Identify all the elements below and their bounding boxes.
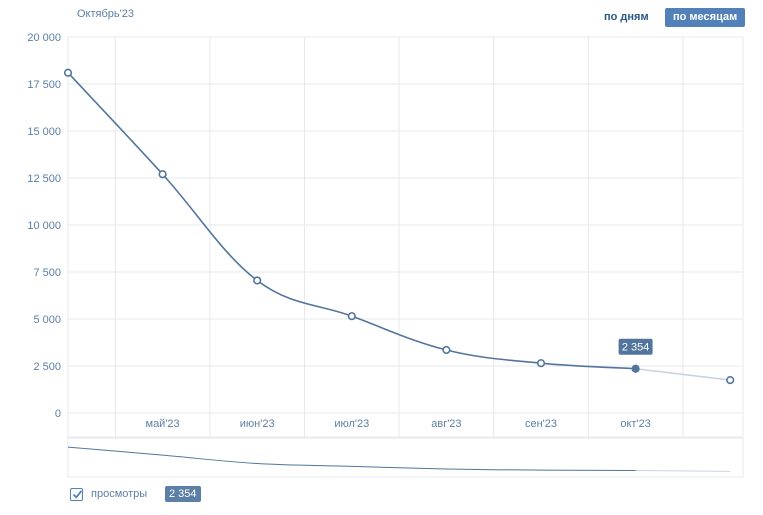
x-tick-label: июн'23 [240, 418, 275, 430]
series-line [67, 72, 636, 370]
y-tick-label: 15 000 [27, 126, 61, 138]
y-tick-label: 2 500 [33, 361, 61, 373]
x-tick-label: окт'23 [620, 418, 650, 430]
by-months-button[interactable]: по месяцам [665, 8, 746, 27]
projection-point [726, 376, 735, 385]
views-line-chart: 0 2 500 5 000 7 500 10 000 12 500 15 000 17 500… [27, 32, 744, 478]
y-tick-label: 20 000 [27, 32, 61, 44]
series-value-badge: 2 354 [165, 486, 201, 502]
x-tick-label: авг'23 [431, 418, 461, 430]
navigator-frame [67, 437, 744, 478]
y-tick-label: 10 000 [27, 220, 61, 232]
highlighted-point [631, 364, 640, 373]
series-label: просмотры [91, 488, 148, 500]
x-tick-label: сен'23 [525, 418, 557, 430]
data-point [536, 359, 546, 368]
data-point [347, 312, 356, 321]
tooltip-value: 2 354 [622, 342, 650, 354]
by-days-button[interactable]: по дням [604, 11, 649, 23]
y-tick-label: 5 000 [33, 314, 61, 326]
x-tick-label: июл'23 [334, 418, 369, 430]
y-tick-label: 7 500 [33, 267, 61, 279]
data-point [442, 345, 451, 355]
y-tick-label: 12 500 [27, 173, 61, 185]
period-label: Октябрь'23 [77, 8, 134, 20]
check-icon [72, 490, 83, 499]
y-tick-label: 0 [55, 408, 61, 420]
series-checkbox[interactable] [70, 488, 83, 501]
data-point [253, 276, 262, 285]
tooltip-box [618, 338, 653, 355]
x-tick-label: май'23 [146, 418, 180, 430]
y-tick-label: 17 500 [27, 79, 61, 91]
navigator-projection-line [635, 470, 731, 472]
projection-line [635, 367, 731, 381]
data-point [158, 170, 167, 179]
data-point [63, 68, 73, 77]
navigator-line [67, 446, 636, 472]
